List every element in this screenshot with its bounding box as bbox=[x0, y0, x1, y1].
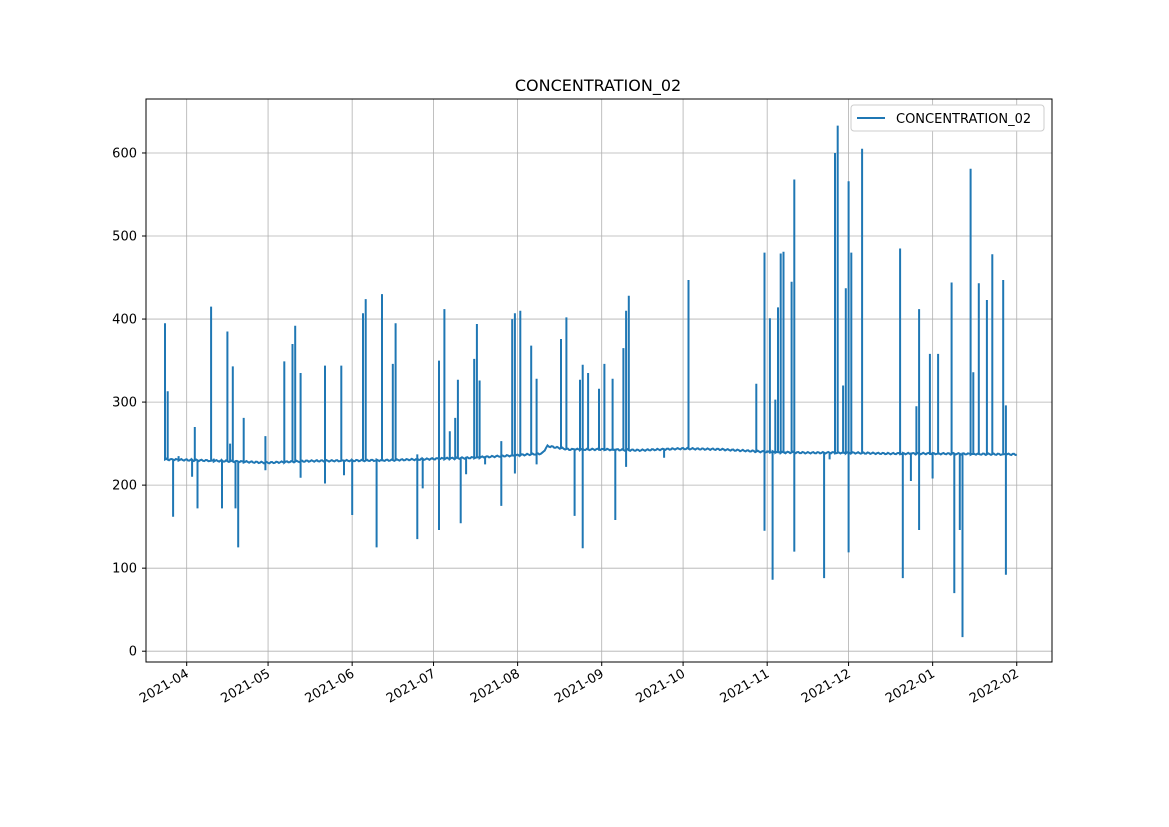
y-tick-label: 0 bbox=[129, 645, 137, 660]
y-tick-label: 400 bbox=[112, 313, 137, 328]
y-tick-label: 200 bbox=[112, 479, 137, 494]
y-tick-label: 600 bbox=[112, 146, 137, 161]
plot-area bbox=[164, 125, 1017, 638]
axes-frame bbox=[145, 98, 1053, 663]
chart-title: CONCENTRATION_02 bbox=[515, 76, 681, 96]
series-line-concentration-02 bbox=[164, 125, 1017, 638]
legend: CONCENTRATION_02 bbox=[850, 104, 1045, 132]
legend-entry-label: CONCENTRATION_02 bbox=[896, 112, 1031, 127]
y-tick-label: 500 bbox=[112, 230, 137, 245]
legend-box bbox=[850, 104, 1045, 132]
y-tick-label: 300 bbox=[112, 396, 137, 411]
y-tick-label: 100 bbox=[112, 562, 137, 577]
